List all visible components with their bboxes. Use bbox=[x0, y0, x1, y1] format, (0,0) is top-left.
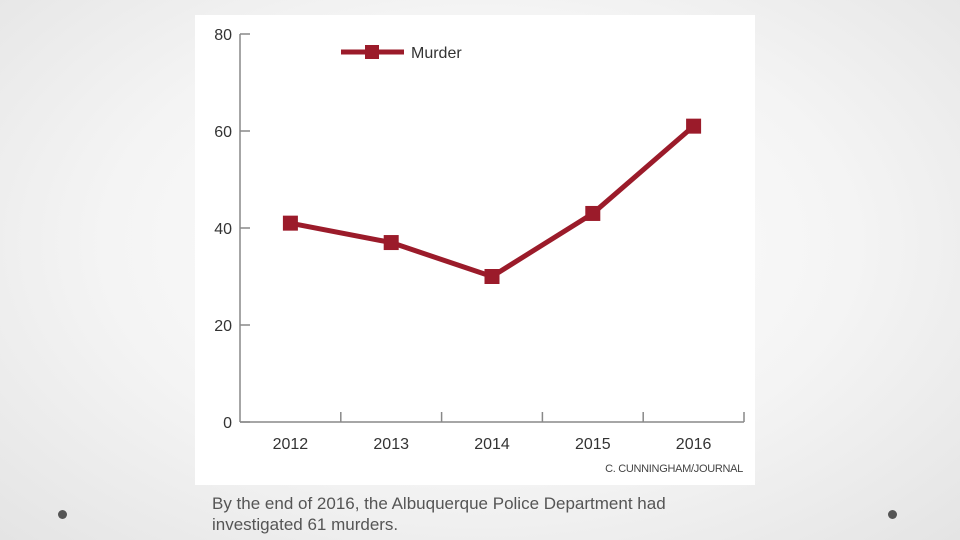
left-bullet-icon bbox=[58, 510, 67, 519]
chart-axes bbox=[239, 33, 745, 423]
x-tick-labels: 2012 2013 2014 2015 2016 bbox=[273, 436, 712, 453]
data-point-2013 bbox=[383, 235, 399, 251]
y-tick-label-80: 80 bbox=[214, 27, 232, 44]
series-line-murder bbox=[289, 124, 696, 279]
y-tick-label-0: 0 bbox=[223, 415, 232, 432]
y-tick-label-20: 20 bbox=[214, 318, 232, 335]
line-chart: 0 20 40 60 80 2012 2013 2014 2015 2016 Murder C.… bbox=[214, 27, 745, 475]
data-point-2015 bbox=[585, 205, 601, 221]
caption: By the end of 2016, the Albuquerque Poli… bbox=[212, 493, 772, 535]
x-tick-label-2015: 2015 bbox=[575, 436, 611, 453]
x-tick-label-2016: 2016 bbox=[676, 436, 712, 453]
data-point-2016 bbox=[686, 118, 702, 134]
y-tick-label-60: 60 bbox=[214, 124, 232, 141]
data-point-2014 bbox=[484, 269, 500, 284]
caption-line-1: By the end of 2016, the Albuquerque Poli… bbox=[212, 494, 666, 513]
x-tick-label-2012: 2012 bbox=[273, 436, 309, 453]
credit-label: C. CUNNINGHAM/JOURNAL bbox=[605, 463, 743, 475]
y-tick-labels: 0 20 40 60 80 bbox=[214, 27, 232, 432]
data-point-2012 bbox=[282, 215, 298, 231]
x-tick-label-2013: 2013 bbox=[373, 436, 409, 453]
right-bullet-icon bbox=[888, 510, 897, 519]
chart-panel: 0 20 40 60 80 2012 2013 2014 2015 2016 Murder C.… bbox=[195, 15, 755, 485]
series-group bbox=[282, 118, 702, 284]
caption-line-2: investigated 61 murders. bbox=[212, 515, 399, 534]
legend-label-murder: Murder bbox=[411, 45, 462, 62]
legend-marker bbox=[365, 45, 379, 59]
y-tick-label-40: 40 bbox=[214, 221, 232, 238]
x-tick-label-2014: 2014 bbox=[474, 436, 510, 453]
legend: Murder bbox=[341, 45, 462, 62]
